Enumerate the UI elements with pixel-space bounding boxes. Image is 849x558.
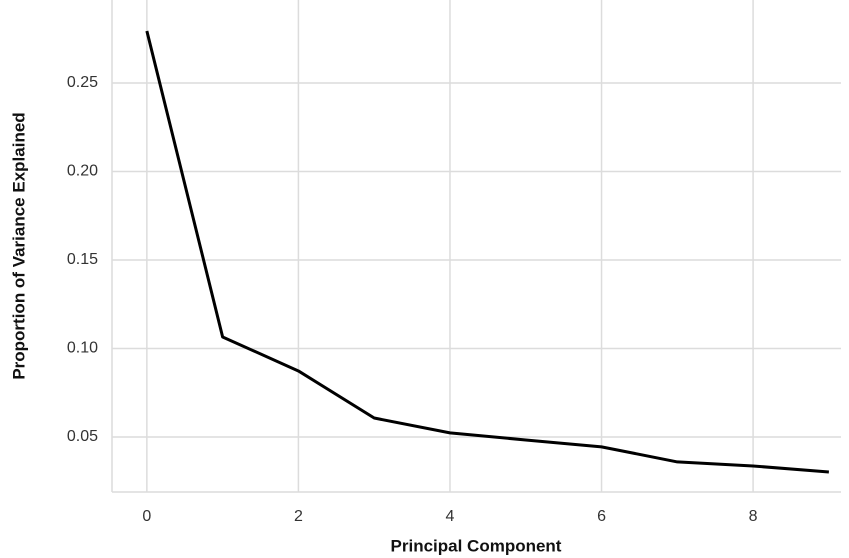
x-tick-label: 6 xyxy=(597,508,606,525)
y-tick-label: 0.20 xyxy=(67,163,98,180)
y-tick-label: 0.10 xyxy=(67,340,98,357)
y-tick-label: 0.15 xyxy=(67,251,98,268)
y-tick-label: 0.05 xyxy=(67,428,98,445)
x-tick-label: 0 xyxy=(142,508,151,525)
x-axis-label: Principal Component xyxy=(391,536,562,555)
data-line xyxy=(145,30,829,474)
y-tick-label: 0.25 xyxy=(67,74,98,91)
x-tick-label: 8 xyxy=(749,508,758,525)
y-axis-label: Proportion of Variance Explained xyxy=(9,112,28,379)
x-tick-label: 2 xyxy=(294,508,303,525)
x-tick-label: 4 xyxy=(446,508,455,525)
